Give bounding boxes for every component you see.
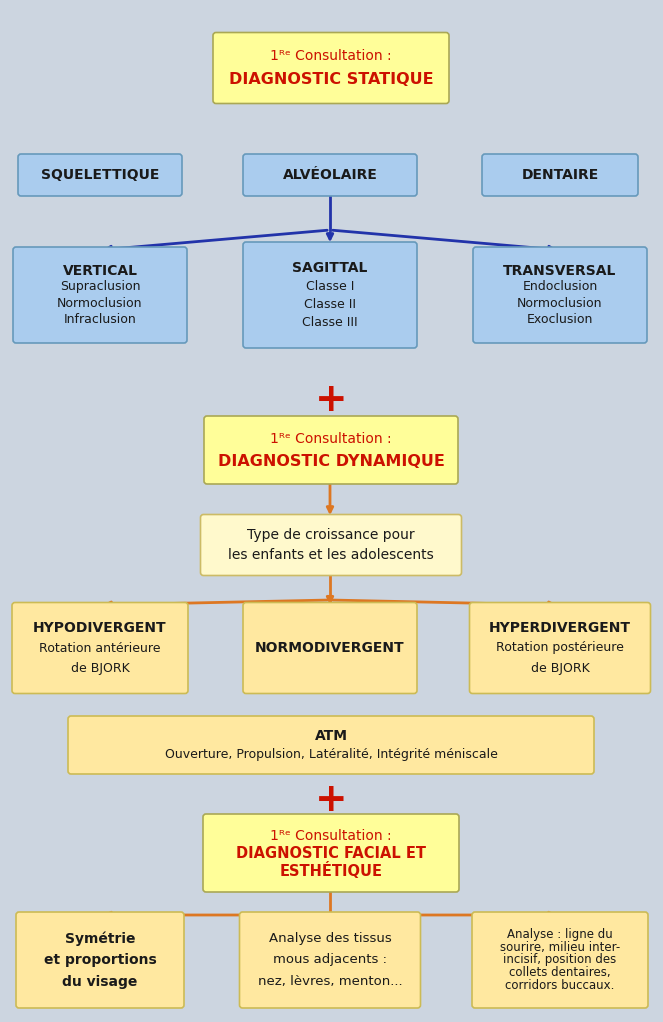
Text: +: + <box>315 781 347 819</box>
Text: Normoclusion: Normoclusion <box>517 296 603 310</box>
Text: 1ᴿᵉ Consultation :: 1ᴿᵉ Consultation : <box>271 432 392 446</box>
Text: collets dentaires,: collets dentaires, <box>509 967 611 979</box>
Text: corridors buccaux.: corridors buccaux. <box>505 979 615 992</box>
Text: Analyse : ligne du: Analyse : ligne du <box>507 928 613 940</box>
FancyBboxPatch shape <box>200 514 461 575</box>
Text: Infraclusion: Infraclusion <box>64 313 137 326</box>
Text: Supraclusion: Supraclusion <box>60 280 141 293</box>
Text: DENTAIRE: DENTAIRE <box>521 168 599 182</box>
Text: Analyse des tissus: Analyse des tissus <box>269 932 391 945</box>
Text: SAGITTAL: SAGITTAL <box>292 261 368 275</box>
Text: Type de croissance pour: Type de croissance pour <box>247 528 415 542</box>
Text: Classe II: Classe II <box>304 297 356 311</box>
Text: Normoclusion: Normoclusion <box>57 296 143 310</box>
FancyBboxPatch shape <box>12 603 188 694</box>
Text: VERTICAL: VERTICAL <box>62 264 137 278</box>
Text: DIAGNOSTIC DYNAMIQUE: DIAGNOSTIC DYNAMIQUE <box>217 454 444 469</box>
FancyBboxPatch shape <box>243 242 417 349</box>
Text: Rotation postérieure: Rotation postérieure <box>496 642 624 654</box>
FancyBboxPatch shape <box>13 247 187 343</box>
FancyBboxPatch shape <box>469 603 650 694</box>
FancyBboxPatch shape <box>482 154 638 196</box>
Text: DIAGNOSTIC FACIAL ET: DIAGNOSTIC FACIAL ET <box>236 845 426 861</box>
Text: nez, lèvres, menton...: nez, lèvres, menton... <box>258 975 402 988</box>
FancyBboxPatch shape <box>203 814 459 892</box>
Text: mous adjacents :: mous adjacents : <box>273 954 387 967</box>
Text: HYPERDIVERGENT: HYPERDIVERGENT <box>489 620 631 635</box>
Text: ESTHÉTIQUE: ESTHÉTIQUE <box>280 862 383 879</box>
Text: et proportions: et proportions <box>44 953 156 967</box>
Text: Classe I: Classe I <box>306 279 354 292</box>
Text: incisif, position des: incisif, position des <box>503 954 617 967</box>
Text: les enfants et les adolescents: les enfants et les adolescents <box>228 548 434 562</box>
FancyBboxPatch shape <box>68 716 594 774</box>
Text: Exoclusion: Exoclusion <box>527 313 593 326</box>
FancyBboxPatch shape <box>213 33 449 103</box>
FancyBboxPatch shape <box>472 912 648 1008</box>
Text: de BJORK: de BJORK <box>530 662 589 675</box>
Text: de BJORK: de BJORK <box>71 662 129 675</box>
FancyBboxPatch shape <box>18 154 182 196</box>
Text: +: + <box>315 381 347 419</box>
FancyBboxPatch shape <box>204 416 458 484</box>
FancyBboxPatch shape <box>243 603 417 694</box>
Text: SQUELETTIQUE: SQUELETTIQUE <box>41 168 159 182</box>
FancyBboxPatch shape <box>239 912 420 1008</box>
FancyBboxPatch shape <box>243 154 417 196</box>
Text: sourire, milieu inter-: sourire, milieu inter- <box>500 940 620 954</box>
FancyBboxPatch shape <box>473 247 647 343</box>
Text: TRANSVERSAL: TRANSVERSAL <box>503 264 617 278</box>
Text: Ouverture, Propulsion, Latéralité, Intégrité méniscale: Ouverture, Propulsion, Latéralité, Intég… <box>164 748 497 760</box>
FancyBboxPatch shape <box>16 912 184 1008</box>
Text: Classe III: Classe III <box>302 316 358 328</box>
Text: Rotation antérieure: Rotation antérieure <box>39 642 160 654</box>
Text: du visage: du visage <box>62 975 138 988</box>
Text: ATM: ATM <box>314 729 347 743</box>
Text: 1ᴿᵉ Consultation :: 1ᴿᵉ Consultation : <box>271 49 392 63</box>
Text: Endoclusion: Endoclusion <box>522 280 597 293</box>
Text: ALVÉOLAIRE: ALVÉOLAIRE <box>282 168 377 182</box>
Text: 1ᴿᵉ Consultation :: 1ᴿᵉ Consultation : <box>271 829 392 843</box>
Text: Symétrie: Symétrie <box>65 931 135 945</box>
Text: DIAGNOSTIC STATIQUE: DIAGNOSTIC STATIQUE <box>229 73 434 87</box>
Text: HYPODIVERGENT: HYPODIVERGENT <box>33 620 167 635</box>
Text: NORMODIVERGENT: NORMODIVERGENT <box>255 641 405 655</box>
